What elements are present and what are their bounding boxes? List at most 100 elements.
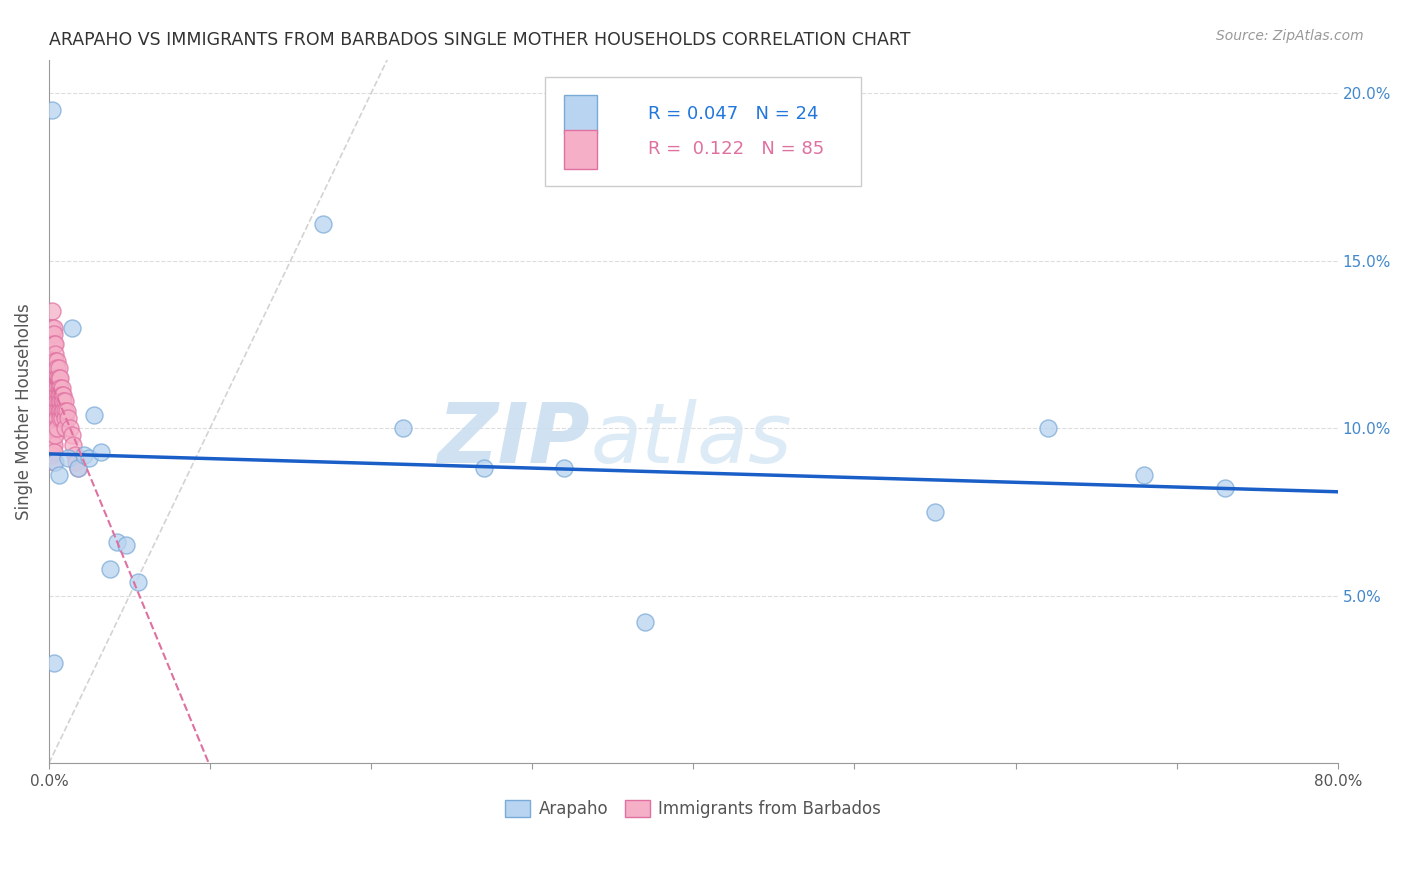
Point — [312, 217, 335, 231]
Point — [42, 411, 65, 425]
Point — [46, 394, 69, 409]
Point — [58, 451, 80, 466]
Point — [46, 421, 69, 435]
Point — [53, 404, 76, 418]
Point — [44, 337, 66, 351]
Point — [42, 381, 65, 395]
Point — [41, 421, 63, 435]
Point — [44, 387, 66, 401]
Point — [44, 411, 66, 425]
Point — [89, 444, 111, 458]
Point — [48, 371, 70, 385]
Point — [46, 371, 69, 385]
Text: ARAPAHO VS IMMIGRANTS FROM BARBADOS SINGLE MOTHER HOUSEHOLDS CORRELATION CHART: ARAPAHO VS IMMIGRANTS FROM BARBADOS SING… — [49, 31, 911, 49]
Point — [48, 468, 70, 483]
Point — [42, 404, 65, 418]
Point — [42, 427, 65, 442]
Point — [44, 421, 66, 435]
Point — [62, 438, 84, 452]
Point — [46, 381, 69, 395]
Point — [42, 320, 65, 334]
Point — [66, 461, 89, 475]
Point — [53, 411, 76, 425]
Text: ZIP: ZIP — [437, 399, 591, 480]
Point — [46, 354, 69, 368]
Point — [1036, 421, 1059, 435]
Point — [52, 387, 75, 401]
Point — [51, 381, 73, 395]
Point — [924, 505, 946, 519]
Point — [49, 404, 72, 418]
Point — [41, 320, 63, 334]
Point — [44, 381, 66, 395]
Point — [105, 535, 128, 549]
Point — [42, 444, 65, 458]
Point — [44, 455, 66, 469]
Point — [83, 408, 105, 422]
Point — [46, 387, 69, 401]
FancyBboxPatch shape — [564, 130, 596, 169]
Point — [48, 360, 70, 375]
Point — [46, 404, 69, 418]
Point — [392, 421, 415, 435]
Point — [53, 394, 76, 409]
Point — [48, 387, 70, 401]
Point — [51, 387, 73, 401]
FancyBboxPatch shape — [564, 95, 596, 134]
Point — [98, 562, 121, 576]
Point — [472, 461, 495, 475]
Point — [41, 360, 63, 375]
Point — [41, 448, 63, 462]
Point — [49, 387, 72, 401]
Y-axis label: Single Mother Households: Single Mother Households — [15, 303, 32, 520]
Point — [41, 377, 63, 392]
Point — [41, 303, 63, 318]
Point — [46, 360, 69, 375]
Point — [1213, 482, 1236, 496]
Point — [42, 421, 65, 435]
Point — [41, 404, 63, 418]
Point — [41, 103, 63, 117]
Point — [52, 404, 75, 418]
Point — [55, 404, 77, 418]
Text: atlas: atlas — [591, 399, 792, 480]
Point — [41, 387, 63, 401]
Point — [42, 360, 65, 375]
Point — [115, 538, 138, 552]
Point — [41, 371, 63, 385]
Point — [73, 448, 96, 462]
Point — [44, 427, 66, 442]
Point — [42, 656, 65, 670]
Point — [41, 427, 63, 442]
Point — [53, 421, 76, 435]
Legend: Arapaho, Immigrants from Barbados: Arapaho, Immigrants from Barbados — [499, 794, 889, 825]
Point — [41, 354, 63, 368]
Point — [63, 448, 86, 462]
Point — [44, 360, 66, 375]
Point — [42, 327, 65, 342]
Point — [634, 615, 657, 630]
Point — [51, 411, 73, 425]
Point — [48, 394, 70, 409]
FancyBboxPatch shape — [546, 78, 860, 186]
Point — [58, 411, 80, 425]
Point — [60, 320, 83, 334]
Point — [44, 404, 66, 418]
Text: R =  0.122   N = 85: R = 0.122 N = 85 — [648, 140, 824, 158]
Point — [52, 394, 75, 409]
Point — [49, 394, 72, 409]
Point — [42, 337, 65, 351]
Point — [127, 575, 149, 590]
Point — [41, 327, 63, 342]
Point — [48, 404, 70, 418]
Point — [42, 455, 65, 469]
Point — [44, 394, 66, 409]
Point — [41, 337, 63, 351]
Point — [42, 394, 65, 409]
Point — [48, 381, 70, 395]
Point — [42, 371, 65, 385]
Point — [59, 421, 82, 435]
Point — [42, 354, 65, 368]
Point — [42, 438, 65, 452]
Text: Source: ZipAtlas.com: Source: ZipAtlas.com — [1216, 29, 1364, 43]
